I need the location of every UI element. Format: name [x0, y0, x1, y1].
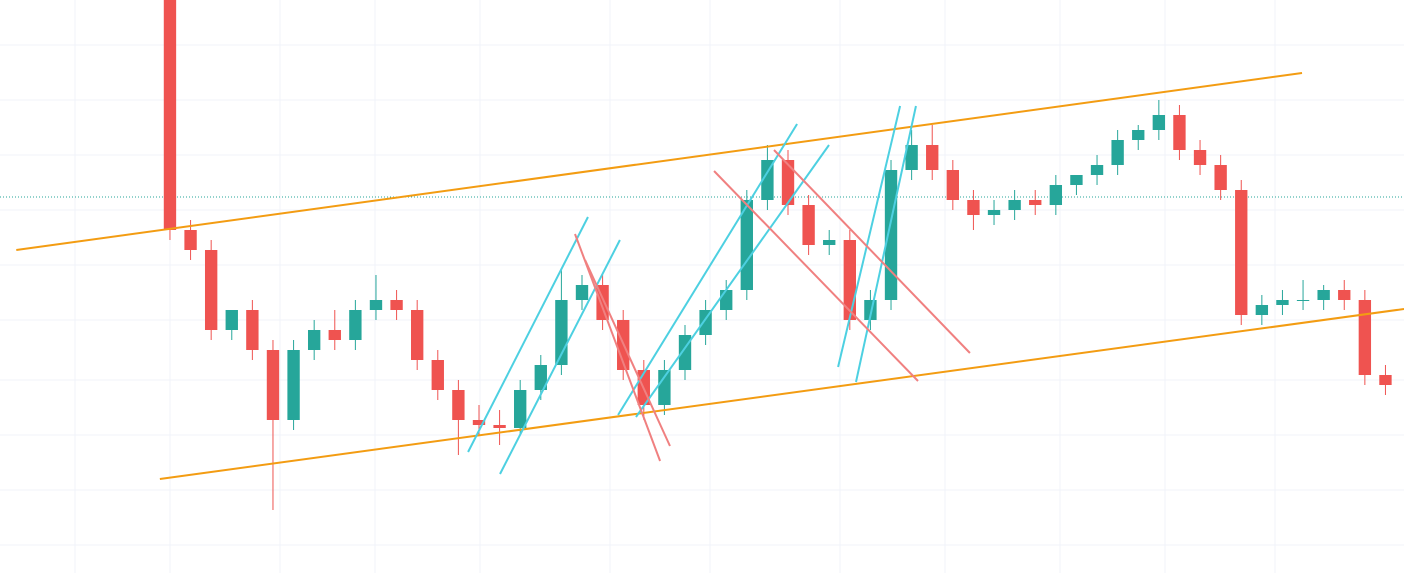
trendline: [773, 149, 971, 354]
candle-body: [287, 350, 300, 420]
candle-body: [843, 240, 856, 320]
candle-body: [163, 0, 177, 230]
candle-body: [390, 300, 403, 310]
trendline: [574, 233, 662, 462]
candle-body: [534, 365, 547, 390]
trendline: [467, 216, 589, 453]
trendline: [837, 105, 902, 368]
candle-body: [1111, 140, 1124, 165]
candle-body: [307, 330, 321, 350]
trendline: [713, 170, 919, 382]
candle-body: [369, 300, 383, 310]
trendline: [635, 144, 830, 418]
candle-body: [1008, 200, 1021, 210]
candle-body: [575, 285, 589, 300]
candle-body: [472, 420, 486, 425]
candle-body: [184, 230, 197, 250]
candle-body: [905, 145, 918, 170]
candle-body: [823, 240, 836, 245]
candle-body: [1070, 175, 1083, 185]
candle-body: [1358, 300, 1372, 375]
candle-body: [411, 310, 424, 360]
candle-body: [1255, 305, 1269, 315]
candle-body: [349, 310, 362, 340]
trendline: [16, 72, 1303, 251]
candle-body: [1049, 185, 1063, 205]
candle-body: [802, 205, 815, 245]
trendline: [584, 259, 671, 447]
candle-body: [1214, 165, 1227, 190]
trendline: [499, 239, 621, 475]
candle-body: [1317, 290, 1330, 300]
candle-body: [493, 425, 506, 428]
candle-body: [781, 160, 795, 205]
candle-body: [1296, 300, 1310, 301]
candle-body: [452, 390, 465, 420]
candle-body: [720, 290, 733, 310]
candle-body: [1338, 290, 1351, 300]
candle-body: [967, 200, 980, 215]
candle-body: [740, 200, 753, 290]
candle-body: [1276, 300, 1289, 305]
candle-body: [1132, 130, 1145, 140]
candle-body: [431, 360, 444, 390]
candle-body: [1379, 375, 1392, 385]
candle-body: [926, 145, 939, 170]
trendline: [159, 308, 1404, 480]
candle-body: [884, 170, 898, 300]
candle-body: [328, 330, 341, 340]
candle-body: [761, 160, 774, 200]
candle-body: [1090, 165, 1104, 175]
candle-body: [946, 170, 960, 200]
trendline: [855, 105, 917, 383]
candle-body: [1235, 190, 1248, 315]
candle-body: [225, 310, 238, 330]
candle-body: [266, 350, 280, 420]
candle-body: [1173, 115, 1186, 150]
candle-body: [204, 250, 218, 330]
trendline: [617, 123, 798, 416]
candle-body: [658, 370, 671, 405]
candle-body: [987, 210, 1001, 215]
candle-body: [1152, 115, 1166, 130]
candle-body: [514, 390, 527, 428]
candle-body: [246, 310, 259, 350]
candle-body: [1029, 200, 1042, 205]
candle-body: [1193, 150, 1207, 165]
